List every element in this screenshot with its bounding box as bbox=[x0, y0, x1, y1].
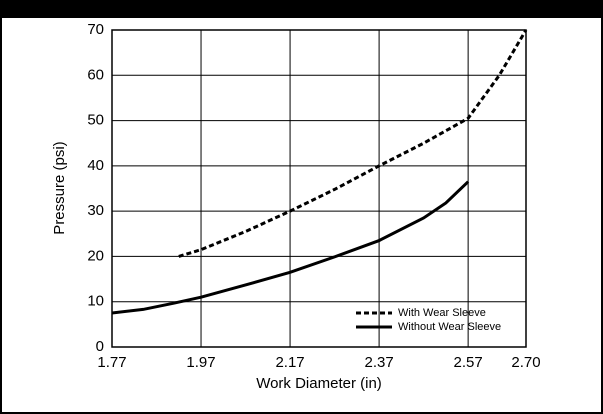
x-tick-label: 2.37 bbox=[364, 354, 393, 371]
y-tick-label: 0 bbox=[96, 338, 104, 355]
y-tick-label: 70 bbox=[87, 21, 104, 38]
y-tick-label: 20 bbox=[87, 247, 104, 264]
y-tick-label: 10 bbox=[87, 293, 104, 310]
legend-label: With Wear Sleeve bbox=[398, 307, 486, 319]
y-tick-label: 50 bbox=[87, 112, 104, 129]
line-series bbox=[111, 180, 470, 315]
header-bar bbox=[0, 0, 603, 18]
plot-border bbox=[111, 29, 527, 348]
x-axis-label: Work Diameter (in) bbox=[256, 375, 382, 392]
x-tick-label: 1.77 bbox=[97, 354, 126, 371]
x-tick-label: 2.17 bbox=[275, 354, 304, 371]
x-tick-label: 2.57 bbox=[454, 354, 483, 371]
y-tick-label: 60 bbox=[87, 66, 104, 83]
y-axis-label: Pressure (psi) bbox=[51, 141, 68, 234]
x-tick-label: 2.70 bbox=[511, 354, 540, 371]
legend-label: Without Wear Sleeve bbox=[398, 321, 501, 333]
x-tick-label: 1.97 bbox=[186, 354, 215, 371]
line-series bbox=[178, 29, 528, 258]
y-tick-label: 30 bbox=[87, 202, 104, 219]
y-tick-label: 40 bbox=[87, 157, 104, 174]
